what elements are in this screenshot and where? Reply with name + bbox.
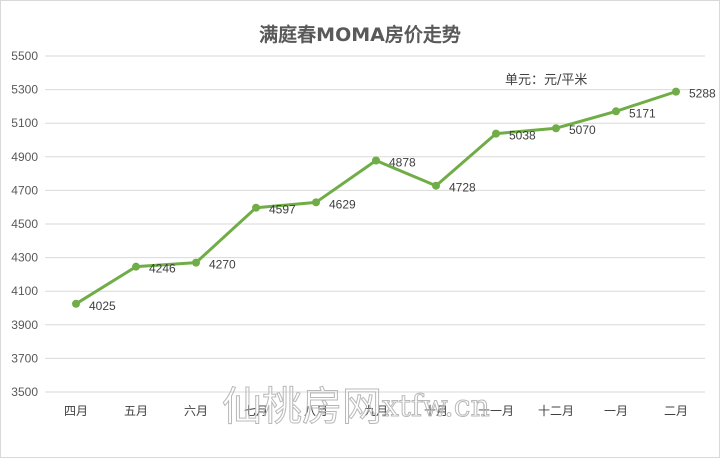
gridlines <box>45 55 705 393</box>
y-tick-label: 5100 <box>11 116 38 130</box>
y-tick-label: 4500 <box>11 217 38 231</box>
x-tick-label: 十月 <box>424 404 448 418</box>
data-point-marker <box>72 299 80 308</box>
x-tick-label: 八月 <box>304 404 328 418</box>
data-label: 4025 <box>89 299 116 313</box>
data-point-marker <box>672 87 680 96</box>
data-point-marker <box>432 181 440 190</box>
data-label: 4270 <box>209 258 236 272</box>
y-tick-label: 3500 <box>11 385 38 399</box>
watermark-en: xtfw.cn <box>382 389 490 424</box>
data-label: 4246 <box>149 262 176 276</box>
data-point-marker <box>132 262 140 271</box>
x-tick-label: 五月 <box>124 404 148 418</box>
x-tick-label: 七月 <box>244 404 268 418</box>
y-tick-label: 3700 <box>11 351 38 365</box>
x-axis-ticks: 四月 五月 六月 七月 八月 九月 十月 十一月 十二月 一月 二月 <box>64 404 688 418</box>
watermark: 仙桃房网 xtfw.cn <box>222 384 491 431</box>
data-labels: 4025 4246 4270 4597 4629 4878 4728 5038 5070 5171… <box>89 87 716 313</box>
data-point-marker <box>312 198 320 207</box>
x-tick-label: 四月 <box>64 404 88 418</box>
data-label: 5070 <box>569 123 596 137</box>
watermark-cn: 仙桃房网 <box>222 384 382 430</box>
data-point-marker <box>492 129 500 138</box>
x-tick-label: 二月 <box>664 404 688 418</box>
y-tick-label: 4300 <box>11 251 38 265</box>
data-label: 4629 <box>329 197 356 211</box>
data-label: 4597 <box>269 203 296 217</box>
y-tick-label: 5300 <box>11 83 38 97</box>
data-label: 5038 <box>509 129 536 143</box>
series-line <box>72 87 680 308</box>
y-axis-ticks: 3500 3700 3900 4100 4300 4500 4700 4900 5100 5300… <box>11 49 38 399</box>
data-label: 5288 <box>689 87 716 101</box>
x-tick-label: 九月 <box>364 404 388 418</box>
x-tick-label: 六月 <box>184 404 208 418</box>
x-tick-label: 一月 <box>604 404 628 418</box>
y-tick-label: 5500 <box>11 49 38 63</box>
x-tick-label: 十一月 <box>478 404 514 418</box>
data-point-marker <box>192 258 200 267</box>
y-tick-label: 4900 <box>11 150 38 164</box>
data-label: 5171 <box>629 106 656 120</box>
x-tick-label: 十二月 <box>538 404 574 418</box>
unit-label: 单元：元/平米 <box>505 73 588 88</box>
data-label: 4878 <box>389 155 416 169</box>
y-tick-label: 4700 <box>11 183 38 197</box>
y-tick-label: 4100 <box>11 284 38 298</box>
data-label: 4728 <box>449 181 476 195</box>
data-point-marker <box>612 107 620 116</box>
data-point-marker <box>252 203 260 212</box>
chart-title: 满庭春MOMA房价走势 <box>259 24 461 46</box>
data-point-marker <box>372 156 380 165</box>
data-point-marker <box>552 124 560 133</box>
y-tick-label: 3900 <box>11 318 38 332</box>
